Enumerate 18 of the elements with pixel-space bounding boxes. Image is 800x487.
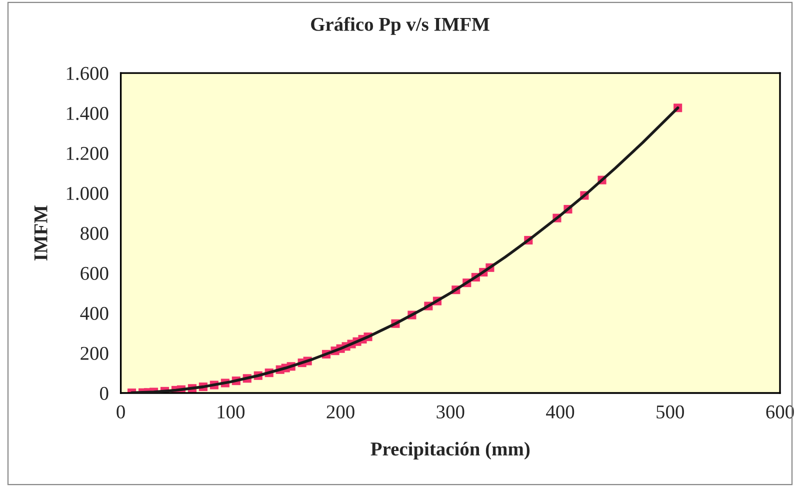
y-tick-label: 800: [80, 226, 108, 240]
x-tick-label: 200: [326, 405, 354, 418]
x-tick-label: 500: [656, 405, 684, 418]
chart-title: Gráfico Pp v/s IMFM: [311, 17, 490, 35]
x-tick-label: 0: [116, 405, 125, 418]
x-tick-label: 300: [436, 405, 464, 418]
y-tick-label: 600: [80, 266, 108, 280]
y-tick-label: 400: [80, 306, 108, 320]
y-tick-label: 1.200: [66, 146, 108, 160]
x-tick-label: 400: [546, 405, 574, 418]
y-tick-label: 200: [80, 346, 108, 360]
y-tick-label: 0: [100, 386, 108, 400]
y-tick-label: 1.600: [66, 66, 108, 80]
y-tick-label: 1.000: [66, 186, 108, 200]
y-axis-title: IMFM: [34, 206, 48, 260]
x-tick-label: 100: [218, 405, 245, 418]
y-tick-label: 1.400: [66, 106, 108, 120]
x-axis-title: Precipitación (mm): [370, 442, 530, 460]
